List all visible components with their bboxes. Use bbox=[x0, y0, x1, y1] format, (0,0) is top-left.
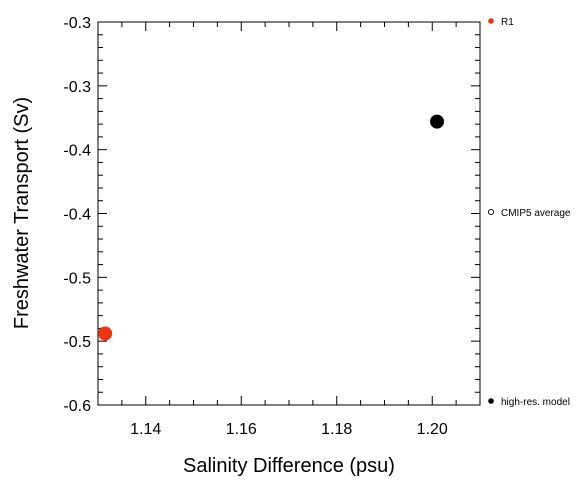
data-point bbox=[430, 114, 445, 129]
y-tick-label: -0.5 bbox=[63, 334, 91, 351]
plot-frame bbox=[97, 21, 481, 406]
legend-marker bbox=[488, 398, 494, 404]
y-tick-label: -0.3 bbox=[63, 79, 91, 96]
y-tick-label: -0.5 bbox=[63, 270, 91, 287]
y-tick-label: -0.3 bbox=[63, 15, 91, 32]
y-tick-label: -0.6 bbox=[63, 398, 91, 415]
x-tick-label: 1.14 bbox=[130, 421, 161, 438]
y-axis-ticks: -0.3 -0.3 -0.4 -0.4 -0.5 -0.5 -0.6 bbox=[63, 15, 480, 415]
legend-label: R1 bbox=[501, 17, 514, 28]
x-tick-label: 1.18 bbox=[321, 421, 352, 438]
y-tick-label: -0.4 bbox=[63, 207, 91, 224]
legend-label: CMIP5 average bbox=[501, 208, 571, 219]
legend-marker bbox=[487, 208, 495, 216]
y-tick-label: -0.4 bbox=[63, 143, 91, 160]
x-tick-label: 1.20 bbox=[417, 421, 448, 438]
legend-label: high-res. model bbox=[501, 397, 570, 408]
legend: R1 CMIP5 average high-res. model bbox=[487, 17, 571, 408]
legend-marker bbox=[488, 18, 494, 24]
x-axis-title: Salinity Difference (psu) bbox=[183, 455, 395, 477]
x-tick-label: 1.16 bbox=[226, 421, 257, 438]
data-points bbox=[98, 114, 445, 341]
y-axis-title: Freshwater Transport (Sv) bbox=[11, 97, 33, 329]
x-axis-ticks: 1.14 1.16 1.18 1.20 bbox=[97, 22, 481, 438]
data-point bbox=[98, 326, 113, 341]
